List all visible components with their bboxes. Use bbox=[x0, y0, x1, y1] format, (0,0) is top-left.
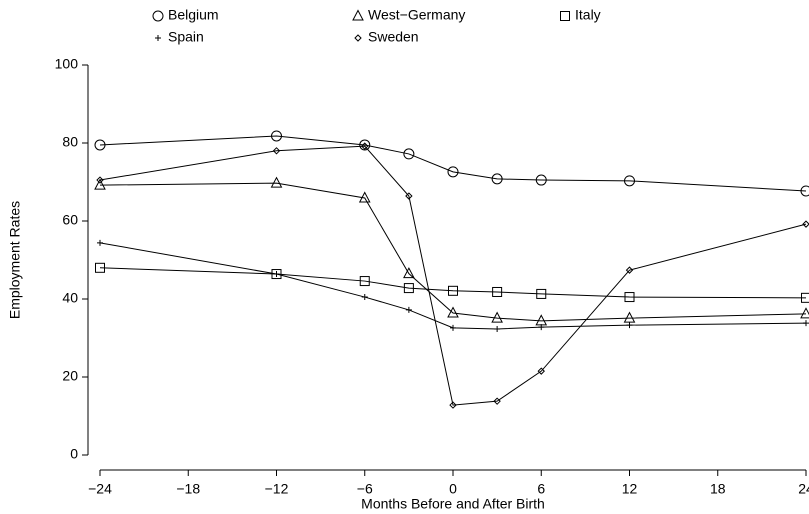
x-tick-label: −18 bbox=[176, 481, 200, 497]
y-tick-label: 100 bbox=[55, 56, 79, 72]
data-point bbox=[271, 130, 282, 142]
x-tick-label: −6 bbox=[357, 481, 373, 497]
y-axis-label: Employment Rates bbox=[7, 201, 23, 319]
data-point bbox=[624, 292, 635, 303]
data-point bbox=[447, 166, 459, 178]
data-point bbox=[538, 324, 545, 331]
data-point bbox=[358, 191, 371, 203]
x-tick-label: 12 bbox=[622, 481, 638, 497]
data-point bbox=[94, 178, 106, 190]
data-point bbox=[94, 139, 106, 151]
data-point bbox=[95, 262, 105, 273]
data-point bbox=[494, 326, 501, 333]
x-tick-label: −12 bbox=[265, 481, 289, 497]
data-point bbox=[97, 239, 103, 246]
x-tick-label: 6 bbox=[537, 481, 545, 497]
data-point bbox=[535, 174, 547, 186]
data-point bbox=[491, 311, 503, 323]
data-point bbox=[492, 286, 503, 297]
x-tick-label: 0 bbox=[449, 481, 457, 497]
x-tick-label: −24 bbox=[88, 481, 112, 497]
data-point bbox=[493, 397, 501, 405]
series-line bbox=[99, 182, 807, 322]
y-tick-label: 80 bbox=[62, 134, 78, 150]
legend-label: Sweden bbox=[368, 29, 419, 45]
data-point bbox=[537, 367, 545, 375]
legend-label: Italy bbox=[575, 7, 601, 23]
data-point bbox=[535, 314, 548, 326]
legend-label: West−Germany bbox=[368, 7, 465, 23]
series-line bbox=[99, 145, 807, 406]
data-point bbox=[405, 192, 413, 200]
x-axis-label: Months Before and After Birth bbox=[361, 496, 545, 512]
data-point bbox=[448, 285, 458, 296]
x-tick-label: 24 bbox=[798, 481, 809, 497]
legend-marker bbox=[354, 34, 362, 42]
data-point bbox=[403, 267, 415, 279]
legend-marker bbox=[560, 11, 570, 21]
data-point bbox=[403, 148, 415, 160]
data-point bbox=[802, 220, 809, 228]
data-point bbox=[800, 185, 809, 197]
data-point bbox=[800, 307, 809, 319]
data-point bbox=[449, 401, 457, 409]
data-point bbox=[96, 176, 104, 184]
series-line bbox=[99, 267, 807, 299]
data-point bbox=[403, 283, 414, 294]
data-point bbox=[273, 271, 280, 278]
y-tick-label: 0 bbox=[70, 446, 78, 462]
data-point bbox=[270, 176, 283, 188]
data-point bbox=[359, 276, 370, 287]
data-point bbox=[625, 266, 634, 274]
data-point bbox=[359, 139, 371, 151]
data-point bbox=[491, 173, 503, 185]
legend-marker bbox=[352, 9, 364, 21]
y-tick-label: 60 bbox=[62, 212, 78, 228]
data-point bbox=[536, 288, 547, 299]
data-point bbox=[447, 306, 459, 318]
data-point bbox=[624, 175, 635, 187]
legend-label: Spain bbox=[168, 29, 204, 45]
data-point bbox=[623, 311, 636, 323]
data-point bbox=[271, 269, 282, 280]
data-point bbox=[361, 142, 369, 150]
legend-label: Belgium bbox=[168, 7, 219, 23]
data-point bbox=[450, 324, 456, 331]
data-point bbox=[801, 292, 809, 303]
data-point bbox=[272, 147, 281, 155]
y-tick-label: 20 bbox=[62, 368, 78, 384]
series-line bbox=[99, 135, 807, 192]
x-tick-label: 18 bbox=[710, 481, 726, 497]
data-point bbox=[361, 294, 368, 301]
legend-marker bbox=[155, 35, 161, 41]
data-point bbox=[803, 320, 809, 327]
y-tick-label: 40 bbox=[62, 290, 78, 306]
legend-marker bbox=[152, 10, 164, 22]
data-point bbox=[626, 322, 633, 329]
data-point bbox=[405, 306, 412, 313]
